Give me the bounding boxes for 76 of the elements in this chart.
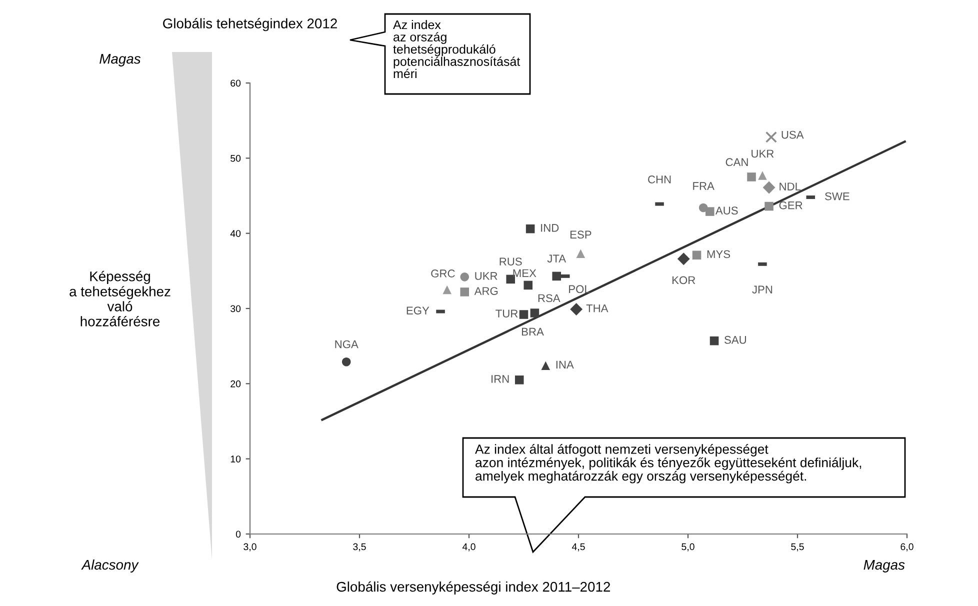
y-tick-label: 0	[236, 530, 241, 538]
point	[519, 310, 528, 319]
point	[765, 131, 778, 143]
point	[526, 224, 535, 234]
annotation: CAN	[726, 158, 748, 166]
y-tick-label: 60	[230, 80, 241, 87]
point	[460, 288, 470, 296]
text: Képesség a tehetségekhez való hozzáférésre	[70, 270, 170, 326]
point	[530, 308, 540, 318]
annotation: MEX	[513, 269, 536, 277]
annotation: NGA	[335, 340, 358, 348]
text: Magas	[864, 560, 905, 572]
point	[762, 181, 776, 194]
x-tick-label: 3,0	[244, 543, 256, 552]
y-tick-label: 20	[230, 380, 241, 388]
annotation: INA	[556, 360, 574, 368]
annotation: EGY	[406, 306, 430, 314]
annotation: UKR	[752, 150, 774, 158]
annotation: CHN	[648, 176, 671, 184]
annotation: KOR	[672, 276, 696, 284]
point	[506, 274, 515, 284]
x-tick-label: 6,0	[900, 543, 914, 552]
annotation: SAU	[724, 336, 746, 344]
annotation: RUS	[500, 258, 522, 266]
point	[692, 250, 702, 260]
point	[576, 249, 586, 258]
point	[710, 336, 719, 346]
annotation: JPN	[752, 286, 772, 294]
x-tick-label: 5,5	[791, 543, 804, 552]
annotation: GER	[779, 201, 802, 210]
annotation: POL	[569, 285, 590, 294]
annotation: TUR	[496, 310, 518, 318]
annotation: IRN	[492, 375, 509, 383]
x-axis-title: Globális versenyképességi index 2011–2012	[336, 581, 610, 594]
x-tick-label: 4,5	[572, 543, 585, 552]
point	[342, 357, 351, 366]
text: Magas	[100, 54, 141, 66]
annotation: SWE	[825, 192, 850, 200]
x-tick-label: 5,0	[682, 543, 694, 552]
point	[764, 202, 774, 211]
annotation: THA	[586, 304, 608, 312]
annotation: FRA	[693, 182, 714, 190]
annotation: UKR	[475, 272, 498, 280]
annotation: GRC	[431, 270, 455, 278]
annotation: IND	[541, 224, 559, 232]
x-tick-label: 4,0	[462, 543, 476, 552]
annotation: USA	[782, 130, 804, 139]
y-tick-label: 40	[230, 230, 241, 237]
point	[706, 207, 714, 216]
point	[758, 171, 767, 180]
point	[698, 203, 708, 212]
text: Alacsony	[81, 560, 139, 572]
point	[677, 252, 690, 266]
annotation: AUS	[715, 206, 738, 215]
y-axis-title: Globális tehetségindex 2012	[163, 18, 337, 32]
y-tick-label: 30	[230, 305, 241, 312]
x-tick-label: 3,5	[353, 543, 366, 552]
text: Az index az ország tehetségprodukáló potenciálhasznosítását méri	[393, 20, 520, 78]
annotation: MYS	[707, 250, 730, 258]
point	[524, 280, 533, 290]
point	[514, 376, 524, 384]
point	[460, 272, 470, 282]
y-tick-label: 10	[230, 456, 241, 462]
annotation: RSA	[538, 294, 560, 302]
point	[541, 361, 550, 370]
y-tick-label: 50	[230, 154, 241, 162]
point	[747, 172, 756, 182]
point	[552, 272, 561, 281]
annotation: JTA	[547, 254, 566, 262]
annotation: Az index által átfogott nemzeti versenyképességet azon intézmények, politikák és tényezők együtteseként definiáljuk, amelyek meghatározzák egy ország versenyképességét.	[475, 444, 862, 484]
annotation: BRA	[522, 328, 544, 336]
point	[570, 303, 583, 316]
annotation: ESP	[570, 230, 592, 239]
annotation: ARG	[474, 287, 498, 295]
annotation: NDL	[780, 182, 801, 190]
point	[442, 285, 452, 294]
